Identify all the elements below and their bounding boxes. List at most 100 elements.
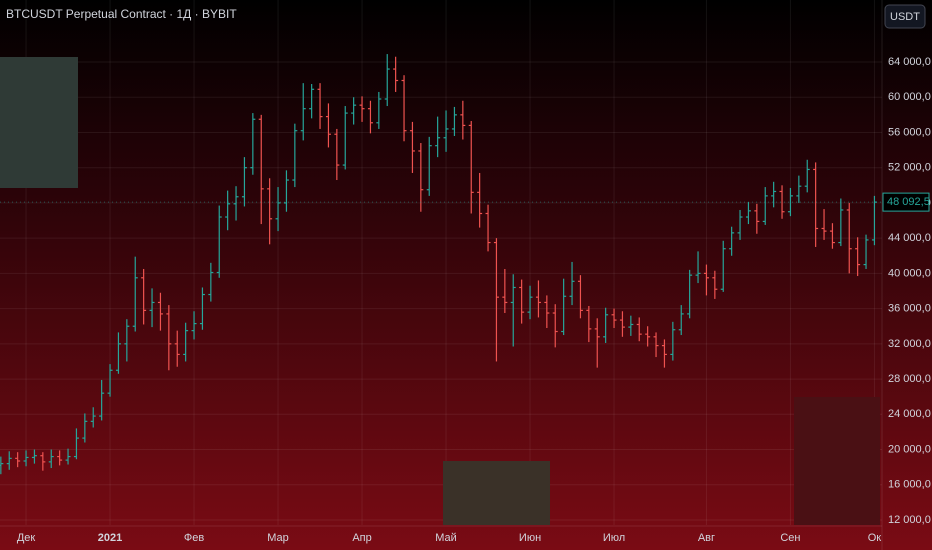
- ohlc-bar: [586, 305, 592, 343]
- ohlc-bar: [838, 198, 844, 247]
- ohlc-bar: [485, 204, 491, 252]
- x-tick-label: Мар: [267, 532, 289, 544]
- ohlc-bar: [594, 318, 600, 368]
- ohlc-bar: [771, 181, 777, 208]
- ohlc-bar: [300, 83, 306, 141]
- ohlc-bar: [351, 97, 357, 125]
- y-tick-label: 60 000,0: [888, 91, 931, 103]
- ohlc-bar: [544, 295, 550, 328]
- ohlc-bar: [527, 285, 533, 320]
- ohlc-bar: [729, 226, 735, 256]
- currency-button-box[interactable]: [884, 4, 926, 29]
- ohlc-bar: [334, 128, 340, 181]
- ohlc-bar: [577, 275, 583, 319]
- ohlc-bar: [796, 175, 802, 203]
- ohlc-bar: [15, 452, 21, 468]
- ohlc-bar: [762, 187, 768, 225]
- ohlc-bar: [460, 100, 466, 140]
- y-tick-label: 52 000,0: [888, 162, 931, 174]
- ohlc-bar: [502, 268, 508, 314]
- ohlc-bar: [275, 187, 281, 232]
- ohlc-bar: [535, 280, 541, 318]
- ohlc-bar: [401, 75, 407, 142]
- x-tick-label: 2021: [98, 532, 122, 544]
- pirate-image: [443, 461, 550, 525]
- y-tick-label: 36 000,0: [888, 303, 931, 315]
- ohlc-bar: [57, 450, 63, 466]
- ohlc-bar: [695, 251, 701, 284]
- ohlc-bar: [687, 269, 693, 319]
- ohlc-bar: [6, 451, 12, 470]
- ohlc-bar: [384, 54, 390, 107]
- ohlc-bar: [359, 96, 365, 122]
- ohlc-bar: [611, 308, 617, 328]
- ohlc-bar: [443, 110, 449, 152]
- ohlc-bar: [477, 172, 483, 228]
- x-tick-label: Дек: [17, 532, 36, 544]
- ohlc-bar: [90, 407, 96, 428]
- currency-button[interactable]: USDT: [884, 4, 926, 29]
- ohlc-bar: [813, 162, 819, 247]
- ohlc-bar: [628, 315, 634, 336]
- ohlc-bar: [149, 288, 155, 328]
- ohlc-bar: [157, 292, 163, 331]
- ohlc-bar: [0, 456, 4, 475]
- ohlc-bar: [435, 116, 441, 158]
- ohlc-bar: [82, 413, 88, 443]
- ohlc-bar: [703, 264, 709, 296]
- last-price-box: [882, 192, 930, 212]
- x-tick-label: Фев: [184, 532, 204, 544]
- ohlc-bar: [561, 278, 567, 336]
- y-tick-label: 12 000,0: [888, 514, 931, 526]
- ohlc-bar: [510, 274, 516, 347]
- ohlc-bar: [451, 106, 457, 136]
- ohlc-bar: [309, 84, 315, 119]
- ohlc-bar: [855, 237, 861, 277]
- ohlc-bar: [241, 157, 247, 207]
- ohlc-bar: [678, 305, 684, 336]
- ohlc-bar: [325, 103, 331, 148]
- ohlc-bar: [191, 311, 197, 340]
- chart-title: BTCUSDT Perpetual Contract · 1Д · BYBIT: [6, 7, 237, 21]
- ohlc-bar: [199, 287, 205, 330]
- y-tick-label: 40 000,0: [888, 267, 931, 279]
- ohlc-bar: [174, 330, 180, 367]
- ohlc-bar: [821, 209, 827, 240]
- ohlc-bar: [645, 326, 651, 347]
- ohlc-bar: [317, 83, 323, 129]
- y-tick-label: 16 000,0: [888, 479, 931, 491]
- ohlc-bar: [745, 202, 751, 225]
- ohlc-bar: [737, 209, 743, 240]
- y-tick-label: 24 000,0: [888, 408, 931, 420]
- ohlc-bar: [569, 261, 575, 306]
- ohlc-bar: [661, 339, 667, 368]
- ohlc-bar: [409, 121, 415, 173]
- ohlc-bar: [653, 332, 659, 358]
- ohlc-bar: [40, 452, 46, 471]
- ohlc-bar: [754, 203, 760, 234]
- ohlc-bar: [99, 379, 105, 421]
- y-tick-label: 56 000,0: [888, 126, 931, 138]
- x-tick-label: Июл: [603, 532, 625, 544]
- y-tick-label: 32 000,0: [888, 338, 931, 350]
- y-tick-label: 28 000,0: [888, 373, 931, 385]
- ohlc-bar: [216, 205, 222, 278]
- ohlc-bar: [124, 319, 130, 362]
- ohlc-bar: [48, 449, 54, 469]
- ohlc-bar: [376, 91, 382, 129]
- ohlc-bar: [225, 190, 231, 231]
- ohlc-bar: [31, 449, 37, 464]
- ohlc-bar: [804, 159, 810, 193]
- currency-button-label[interactable]: USDT: [890, 11, 920, 23]
- ohlc-bar: [233, 186, 239, 221]
- x-tick-label: Ок: [868, 532, 882, 544]
- ohlc-bar: [107, 364, 113, 397]
- ohlc-bar: [132, 256, 138, 332]
- ohlc-bar: [426, 136, 432, 196]
- ohlc-bar: [829, 223, 835, 249]
- ohlc-bar: [208, 262, 214, 302]
- ohlc-bar: [65, 448, 71, 465]
- ohlc-bar: [367, 100, 373, 134]
